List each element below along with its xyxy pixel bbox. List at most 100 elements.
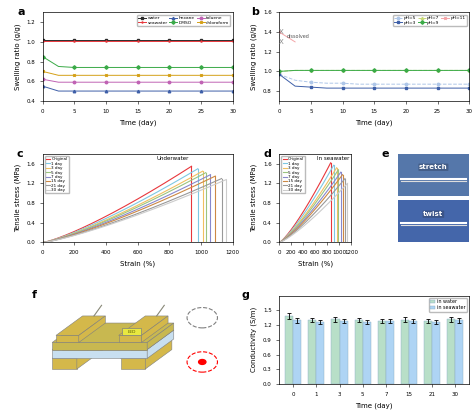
pH=7	[276, 69, 282, 74]
30 day	[206, 184, 212, 189]
water	[119, 38, 125, 43]
5 day	[40, 240, 46, 245]
30 day	[40, 240, 46, 245]
seawater	[166, 38, 172, 43]
pH=3	[403, 85, 409, 90]
Line: 21 day: 21 day	[279, 178, 345, 242]
pH=5	[403, 82, 409, 87]
pH=3	[340, 85, 346, 90]
pH=3	[419, 85, 425, 90]
21 day	[202, 183, 208, 188]
pH=9	[340, 68, 346, 73]
7 day	[40, 240, 46, 245]
30 day	[338, 188, 344, 193]
1 day	[171, 180, 176, 185]
1 day	[310, 198, 315, 203]
7 day	[328, 183, 334, 188]
DMSO	[103, 65, 109, 70]
5 day	[311, 202, 317, 207]
seawater	[55, 38, 61, 43]
5 day	[40, 240, 46, 245]
30 day	[317, 209, 322, 214]
hexane	[182, 88, 188, 93]
pH=5	[387, 82, 393, 87]
Polygon shape	[145, 339, 172, 369]
21 day	[191, 188, 196, 193]
1 day	[195, 166, 201, 171]
Bar	[363, 322, 371, 384]
Bar	[398, 154, 469, 197]
21 day	[317, 205, 322, 210]
21 day	[40, 240, 46, 245]
seawater	[72, 38, 77, 43]
water	[230, 38, 236, 43]
Original	[40, 240, 46, 245]
DMSO	[214, 65, 219, 70]
toluene	[103, 80, 109, 85]
Y-axis label: Swelling ratio (g/g): Swelling ratio (g/g)	[14, 24, 21, 90]
1 day	[181, 175, 186, 180]
15 day	[143, 205, 148, 210]
1 day	[132, 202, 137, 206]
pH=5	[340, 81, 346, 85]
Bar	[285, 316, 293, 384]
30 day	[276, 240, 282, 245]
5 day	[326, 181, 332, 186]
Text: e: e	[382, 149, 389, 159]
pH=5	[276, 72, 282, 77]
chloroform	[182, 73, 188, 78]
7 day	[192, 180, 198, 185]
15 day	[314, 205, 319, 210]
toluene	[151, 80, 156, 85]
30 day	[40, 240, 46, 245]
pH=7	[308, 68, 314, 73]
pH=7	[419, 68, 425, 73]
15 day	[340, 172, 346, 177]
Bar	[398, 200, 469, 242]
Y-axis label: Conductivity (S/m): Conductivity (S/m)	[251, 307, 257, 373]
15 day	[40, 240, 46, 245]
5 day	[140, 202, 146, 207]
pH=9	[403, 68, 409, 73]
Polygon shape	[77, 339, 103, 369]
Y-axis label: Tensile stress (MPa): Tensile stress (MPa)	[14, 164, 21, 233]
Bar	[316, 322, 324, 384]
pH=9	[292, 68, 298, 73]
pH=3	[387, 85, 393, 90]
Polygon shape	[120, 339, 172, 358]
Text: LED: LED	[128, 330, 136, 334]
3 day	[310, 201, 316, 206]
Legend: in water, in seawater: in water, in seawater	[429, 298, 467, 312]
7 day	[314, 202, 320, 207]
hexane	[214, 88, 219, 93]
DMSO	[198, 65, 204, 70]
DMSO	[72, 65, 77, 70]
toluene	[182, 80, 188, 85]
DMSO	[55, 64, 61, 69]
5 day	[330, 176, 336, 180]
Y-axis label: Tensile stress (MPa): Tensile stress (MPa)	[251, 164, 257, 233]
X-axis label: Time (day): Time (day)	[356, 119, 393, 126]
Line: 7 day: 7 day	[43, 175, 210, 242]
seawater	[182, 38, 188, 43]
seawater	[103, 38, 109, 43]
21 day	[342, 176, 348, 181]
pH=5	[372, 82, 377, 87]
15 day	[212, 173, 218, 178]
pH=5	[435, 82, 440, 87]
Polygon shape	[118, 335, 141, 342]
Text: d: d	[264, 149, 271, 159]
pH=9	[276, 69, 282, 74]
toluene	[40, 77, 46, 82]
pH=3	[372, 85, 377, 90]
7 day	[276, 240, 282, 245]
Polygon shape	[52, 330, 174, 349]
5 day	[313, 201, 319, 206]
Original	[189, 164, 194, 169]
pH=7	[451, 68, 456, 73]
Line: 3 day: 3 day	[279, 168, 337, 242]
Line: pH=9: pH=9	[278, 69, 471, 73]
hexane	[55, 88, 61, 93]
pH=3	[466, 85, 472, 90]
pH=9	[372, 68, 377, 73]
